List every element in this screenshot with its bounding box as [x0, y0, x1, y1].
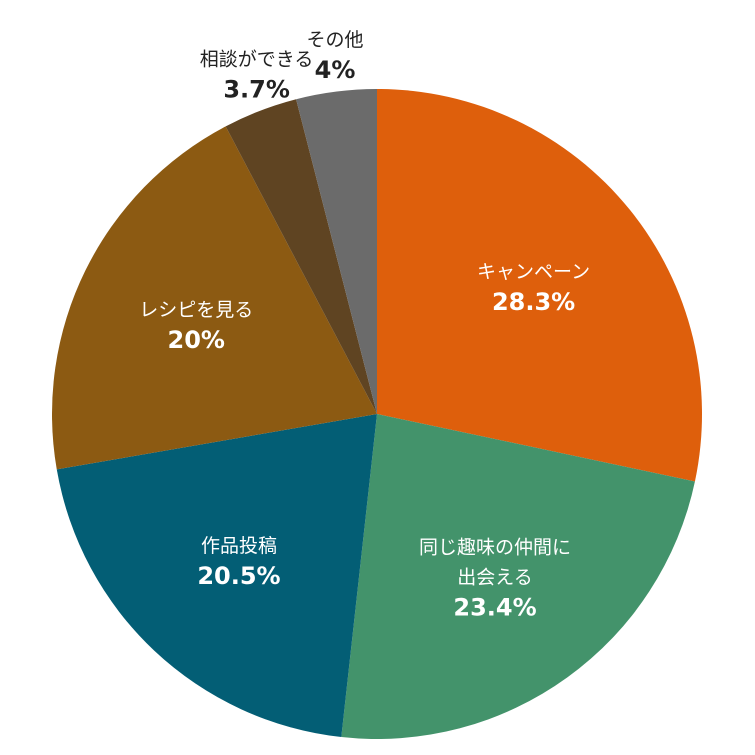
slice-label: キャンペーン 28.3% — [477, 261, 590, 316]
slice-label-value: 4% — [315, 56, 356, 84]
slice-label-name: レシピを見る — [139, 299, 253, 321]
slice-label-name: 相談ができる — [200, 49, 314, 71]
pie-slice — [51, 126, 377, 470]
slice-label-value: 20% — [168, 326, 225, 354]
slice-label-name: 出会える — [457, 566, 532, 588]
pie-slice — [341, 414, 695, 739]
slice-label-value: 23.4% — [453, 593, 536, 621]
pie-slice — [225, 99, 377, 414]
slice-label: 作品投稿 20.5% — [197, 535, 280, 590]
slice-label: 相談ができる 3.7% — [200, 49, 314, 104]
pie-slice — [296, 89, 377, 414]
pie-slices — [51, 89, 702, 739]
slice-label-value: 3.7% — [223, 76, 290, 104]
slice-label-name: キャンペーン — [477, 261, 590, 283]
slice-label: その他 4% — [306, 29, 363, 84]
slice-label-name: その他 — [306, 29, 363, 51]
slice-label: レシピを見る 20% — [139, 299, 253, 354]
pie-slice — [56, 414, 377, 738]
slice-label-value: 20.5% — [197, 562, 280, 590]
pie-slice — [377, 89, 702, 482]
slice-label-name: 作品投稿 — [201, 535, 277, 557]
slice-label-value: 28.3% — [492, 288, 575, 316]
slice-label-name: 同じ趣味の仲間に — [419, 536, 571, 558]
